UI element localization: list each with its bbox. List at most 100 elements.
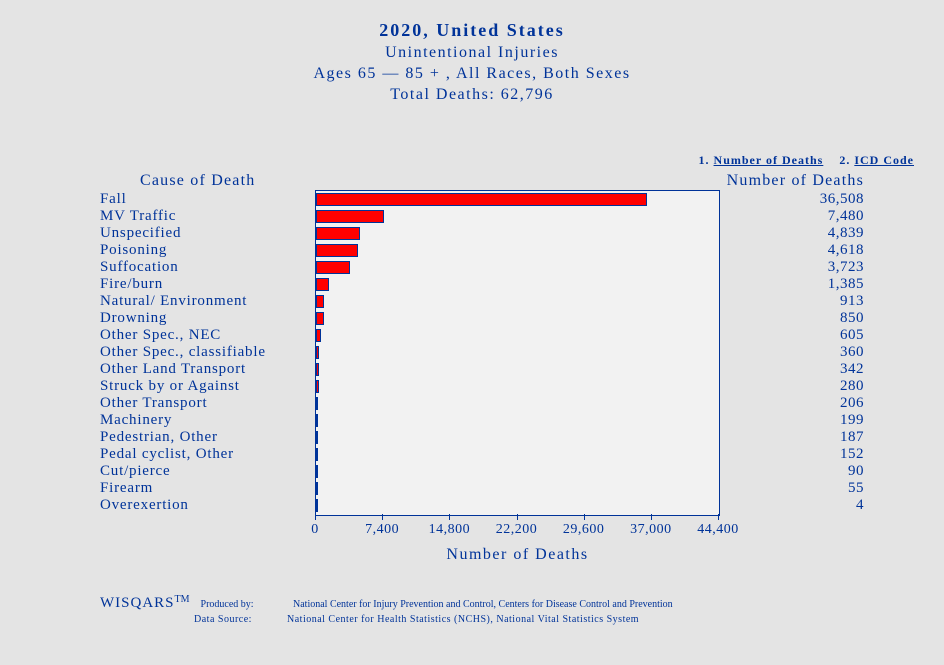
data-row: Natural/ Environment 913 — [0, 293, 944, 310]
data-row: Other Land Transport 342 — [0, 361, 944, 378]
bar — [316, 346, 319, 359]
row-value: 4 — [856, 497, 864, 514]
row-value: 4,618 — [828, 242, 864, 259]
row-value: 187 — [840, 429, 864, 446]
row-value: 342 — [840, 361, 864, 378]
row-value: 3,723 — [828, 259, 864, 276]
bar — [316, 193, 647, 206]
row-value: 4,839 — [828, 225, 864, 242]
x-tick-label: 14,800 — [429, 522, 471, 538]
data-row: Other Spec., NEC 605 — [0, 327, 944, 344]
bar — [316, 329, 321, 342]
tick-mark — [382, 514, 383, 520]
bar — [316, 261, 350, 274]
tick-mark — [651, 514, 652, 520]
bar — [316, 482, 318, 495]
title-category: Unintentional Injuries — [0, 44, 944, 62]
row-label: Struck by or Against — [0, 378, 410, 395]
data-row: Poisoning4,618 — [0, 242, 944, 259]
x-tick-label: 0 — [311, 522, 319, 538]
tick-mark — [584, 514, 585, 520]
x-tick-label: 22,200 — [496, 522, 538, 538]
data-row: Struck by or Against 280 — [0, 378, 944, 395]
bar — [316, 210, 384, 223]
row-label: Other Spec., NEC — [0, 327, 410, 344]
brand-name: WISQARS — [100, 595, 175, 612]
row-value: 360 — [840, 344, 864, 361]
bar — [316, 448, 318, 461]
row-label: Other Spec., classifiable — [0, 344, 410, 361]
title-block: 2020, United States Unintentional Injuri… — [0, 0, 944, 104]
x-tick-label: 29,600 — [563, 522, 605, 538]
row-label: Pedestrian, Other — [0, 429, 410, 446]
data-source-label: Data Source: — [194, 614, 284, 625]
row-value: 605 — [840, 327, 864, 344]
bar — [316, 397, 318, 410]
data-row: MV Traffic7,480 — [0, 208, 944, 225]
number-header: Number of Deaths — [727, 172, 864, 190]
title-year-country: 2020, United States — [0, 20, 944, 41]
tick-mark — [517, 514, 518, 520]
data-row: Suffocation3,723 — [0, 259, 944, 276]
view-links: 1. Number of Deaths 2. ICD Code — [699, 153, 914, 168]
row-value: 206 — [840, 395, 864, 412]
row-value: 280 — [840, 378, 864, 395]
row-label: Other Land Transport — [0, 361, 410, 378]
data-row: Drowning 850 — [0, 310, 944, 327]
tick-mark — [449, 514, 450, 520]
data-row: Overexertion 4 — [0, 497, 944, 514]
produced-by-label: Produced by: — [201, 599, 291, 610]
x-axis-label: Number of Deaths — [315, 546, 720, 564]
footer: WISQARSTM Produced by: National Center f… — [100, 594, 673, 625]
cause-header: Cause of Death — [140, 172, 255, 190]
bar — [316, 380, 319, 393]
row-label: Natural/ Environment — [0, 293, 410, 310]
x-tick-label: 7,400 — [365, 522, 399, 538]
x-tick-label: 44,400 — [697, 522, 739, 538]
row-label: Firearm — [0, 480, 410, 497]
row-value: 90 — [848, 463, 864, 480]
tick-mark — [718, 514, 719, 520]
row-value: 913 — [840, 293, 864, 310]
row-label: Fire/burn — [0, 276, 410, 293]
data-row: Pedestrian, Other 187 — [0, 429, 944, 446]
row-value: 199 — [840, 412, 864, 429]
bar — [316, 465, 318, 478]
bar — [316, 414, 318, 427]
row-label: Machinery — [0, 412, 410, 429]
data-row: Other Transport 206 — [0, 395, 944, 412]
title-total: Total Deaths: 62,796 — [0, 86, 944, 104]
link-prefix-1: 1. — [699, 153, 710, 167]
bar — [316, 499, 318, 512]
row-value: 850 — [840, 310, 864, 327]
data-row: Pedal cyclist, Other 152 — [0, 446, 944, 463]
data-row: Machinery 199 — [0, 412, 944, 429]
number-of-deaths-link[interactable]: Number of Deaths — [714, 153, 824, 167]
data-row: Other Spec., classifiable 360 — [0, 344, 944, 361]
trademark: TM — [175, 594, 190, 605]
row-value: 55 — [848, 480, 864, 497]
data-row: Firearm 55 — [0, 480, 944, 497]
tick-mark — [315, 514, 316, 520]
row-value: 36,508 — [820, 191, 864, 208]
link-prefix-2: 2. — [839, 153, 850, 167]
icd-code-link[interactable]: ICD Code — [854, 153, 914, 167]
data-row: Cut/pierce 90 — [0, 463, 944, 480]
data-row: Unspecified4,839 — [0, 225, 944, 242]
x-tick-label: 37,000 — [630, 522, 672, 538]
produced-by-text: National Center for Injury Prevention an… — [293, 599, 673, 610]
row-label: Cut/pierce — [0, 463, 410, 480]
bar — [316, 295, 324, 308]
row-value: 1,385 — [828, 276, 864, 293]
title-demographics: Ages 65 — 85 + , All Races, Both Sexes — [0, 65, 944, 83]
row-label: Overexertion — [0, 497, 410, 514]
row-label: Drowning — [0, 310, 410, 327]
bar — [316, 227, 360, 240]
row-value: 152 — [840, 446, 864, 463]
row-value: 7,480 — [828, 208, 864, 225]
row-label: Pedal cyclist, Other — [0, 446, 410, 463]
bar — [316, 431, 318, 444]
bar — [316, 244, 358, 257]
row-label: Other Transport — [0, 395, 410, 412]
data-row: Fire/burn 1,385 — [0, 276, 944, 293]
